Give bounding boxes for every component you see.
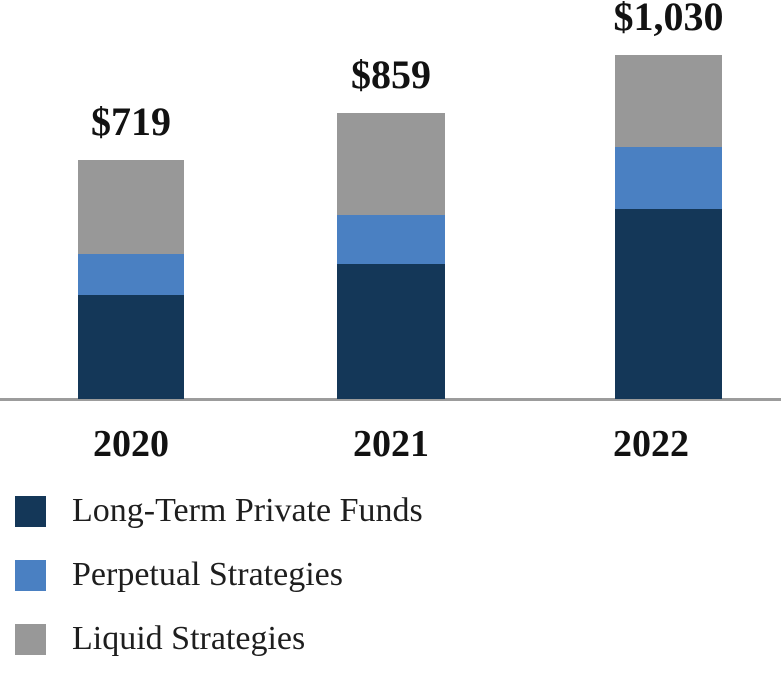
legend: Long-Term Private Funds Perpetual Strateg… [15,491,781,659]
bar-total-label-2021: $859 [351,52,431,97]
x-tick-label-2021: 2021 [353,423,429,465]
bar-total-label-2022: $1,030 [613,0,724,39]
bar-segment-long-term-private-funds-2022 [615,209,722,399]
bar-segment-liquid-strategies-2021 [337,113,445,215]
bar-segment-perpetual-strategies-2021 [337,215,445,264]
legend-item-long-term-private-funds: Long-Term Private Funds [15,491,781,531]
bar-segment-perpetual-strategies-2022 [615,147,722,209]
bar-group-2020: $719 [78,102,184,399]
legend-label: Perpetual Strategies [72,556,343,593]
bar-segment-liquid-strategies-2020 [78,160,184,254]
x-axis-line [0,398,781,401]
bar-segment-long-term-private-funds-2021 [337,264,445,399]
legend-label: Liquid Strategies [72,620,306,657]
bar-group-2021: $859 [337,55,445,399]
legend-swatch-long-term-private-funds [15,495,46,527]
bar-group-2022: $1,030 [614,0,724,399]
year-axis: 2020 2021 2022 [0,401,781,465]
x-tick-label-2020: 2020 [93,423,169,465]
bar-segment-long-term-private-funds-2020 [78,295,184,399]
x-tick-label-2022: 2022 [613,423,689,465]
legend-item-liquid-strategies: Liquid Strategies [15,619,781,659]
legend-item-perpetual-strategies: Perpetual Strategies [15,555,781,595]
legend-label: Long-Term Private Funds [72,492,423,529]
bar-segment-liquid-strategies-2022 [615,55,722,147]
bar-total-label-2020: $719 [91,99,171,144]
legend-swatch-liquid-strategies [15,623,46,655]
bar-segment-perpetual-strategies-2020 [78,254,184,295]
legend-swatch-perpetual-strategies [15,559,46,591]
plot-area: $719 $859 $1,030 [0,0,781,401]
